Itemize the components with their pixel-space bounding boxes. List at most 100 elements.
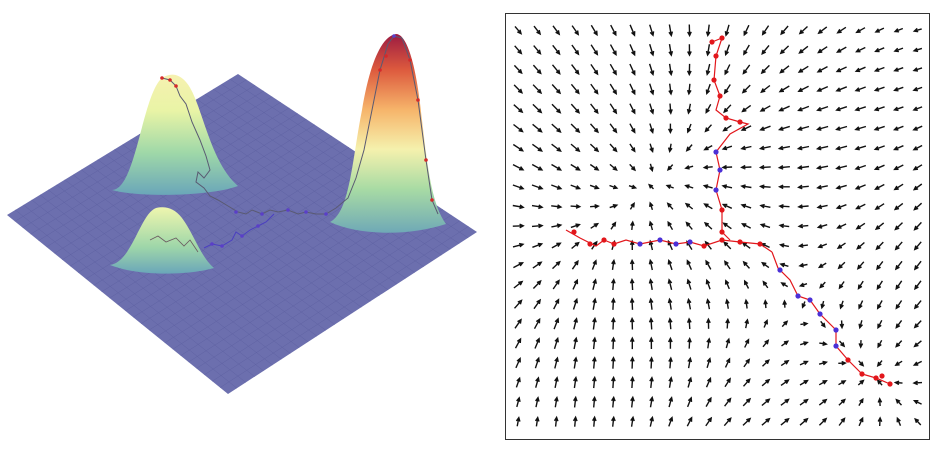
field-arrow	[893, 183, 904, 191]
field-arrow	[668, 83, 673, 96]
field-arrow	[894, 260, 903, 271]
field-arrow	[723, 104, 732, 114]
trajectory-point	[160, 76, 164, 80]
grid-line	[180, 109, 415, 273]
field-arrow	[589, 123, 599, 134]
field-arrow	[629, 336, 635, 350]
field-arrow	[667, 336, 673, 349]
field-arrow	[668, 416, 674, 427]
field-arrow	[532, 123, 543, 133]
field-arrow	[798, 262, 808, 268]
trajectory-point	[378, 68, 382, 72]
field-arrow	[873, 125, 885, 131]
field-arrow	[648, 183, 654, 190]
field-arrow	[835, 46, 847, 53]
field-arrow	[874, 47, 885, 53]
field-arrow	[744, 298, 749, 309]
field-arrow	[724, 357, 731, 368]
field-arrow	[705, 24, 711, 37]
field-arrow	[610, 356, 616, 369]
field-arrow	[534, 337, 540, 349]
field-arrow	[839, 300, 844, 310]
field-arrow	[740, 125, 752, 131]
field-arrow	[609, 163, 618, 172]
field-arrow	[777, 125, 791, 131]
field-arrow	[551, 103, 562, 114]
trajectory-point	[234, 210, 238, 214]
field-arrow	[763, 319, 768, 328]
grid-line	[171, 114, 407, 279]
field-arrow	[724, 279, 730, 290]
field-arrow	[855, 27, 866, 34]
field-arrow	[835, 125, 848, 131]
field-arrow	[629, 356, 635, 369]
field-arrow	[894, 222, 903, 231]
field-arrow	[818, 380, 828, 386]
trajectory-point	[168, 78, 172, 82]
field-arrow	[758, 145, 771, 151]
field-arrow	[535, 396, 540, 408]
field-arrow	[553, 336, 559, 350]
field-arrow	[648, 278, 654, 291]
field-arrow	[591, 415, 597, 427]
trajectory-point	[717, 167, 723, 173]
field-arrow	[531, 163, 544, 171]
field-arrow	[778, 223, 790, 229]
field-arrow	[513, 104, 524, 114]
field-arrow	[818, 417, 828, 426]
field-arrow	[532, 261, 543, 269]
field-arrow	[705, 83, 711, 96]
field-arrow	[512, 143, 525, 152]
field-arrow	[573, 395, 578, 408]
field-arrow	[686, 416, 693, 427]
field-arrow	[703, 203, 713, 210]
trajectory-point	[601, 237, 607, 243]
trajectory-left-points	[160, 34, 434, 248]
field-arrow	[820, 320, 826, 328]
field-arrow	[819, 341, 828, 346]
field-arrow	[762, 339, 770, 348]
field-arrow	[797, 243, 808, 249]
grid-line	[204, 214, 452, 376]
field-arrow	[760, 261, 770, 269]
trajectory-point	[304, 210, 308, 214]
field-arrow	[554, 356, 559, 369]
field-arrow	[836, 223, 847, 229]
field-arrow	[706, 337, 712, 349]
field-arrow	[895, 340, 903, 348]
field-arrow	[611, 395, 616, 408]
field-arrow	[817, 262, 827, 269]
field-arrow	[876, 260, 884, 271]
field-arrow	[551, 223, 563, 229]
field-arrow	[855, 203, 866, 210]
field-arrow	[836, 26, 847, 34]
trajectory-point	[719, 35, 725, 41]
field-arrow	[780, 398, 790, 406]
field-arrow	[912, 380, 923, 386]
field-arrow	[590, 44, 599, 56]
field-arrow	[725, 298, 730, 309]
field-arrow	[629, 143, 636, 153]
field-arrow	[703, 221, 713, 230]
trajectory-point	[833, 327, 839, 333]
trajectory-point	[723, 115, 729, 121]
field-arrow	[668, 63, 674, 77]
field-arrow	[759, 203, 771, 209]
field-arrow	[704, 240, 712, 250]
field-arrow	[835, 145, 848, 151]
field-arrow	[592, 278, 597, 290]
field-arrow	[648, 63, 655, 77]
field-arrow	[649, 103, 655, 115]
field-arrow	[551, 163, 563, 171]
field-arrow	[798, 25, 808, 35]
field-arrow	[721, 164, 733, 170]
trajectory-point	[709, 39, 715, 45]
field-arrow	[895, 280, 903, 291]
field-arrow	[781, 340, 790, 347]
field-arrow	[912, 164, 923, 171]
field-arrow	[913, 300, 922, 310]
field-arrow	[799, 398, 809, 406]
trajectory-point	[845, 357, 851, 363]
field-arrow	[854, 184, 866, 190]
field-arrow	[893, 86, 904, 92]
